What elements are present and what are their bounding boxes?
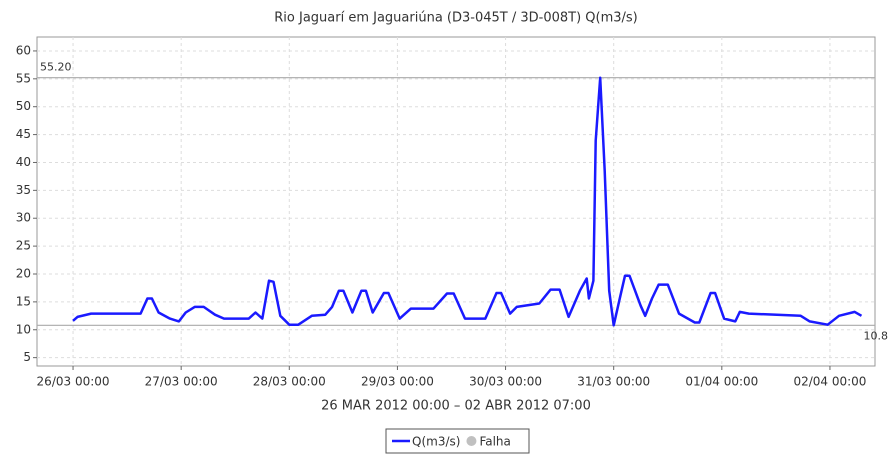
legend-label: Falha bbox=[479, 435, 510, 449]
marker-label: 55.20 bbox=[40, 61, 72, 74]
data-line bbox=[72, 76, 863, 327]
x-tick-label: 29/03 00:00 bbox=[361, 375, 434, 389]
y-tick-label: 15 bbox=[16, 294, 31, 308]
y-tick-label: 35 bbox=[16, 183, 31, 197]
y-tick-label: 55 bbox=[16, 71, 31, 85]
chart-title: Rio Jaguarí em Jaguariúna (D3-045T / 3D-… bbox=[274, 11, 638, 26]
x-tick-label: 26/03 00:00 bbox=[37, 375, 110, 389]
marker-label: 10.8 bbox=[864, 329, 889, 342]
y-tick-label: 10 bbox=[16, 322, 31, 336]
legend: Q(m3/s) Falha bbox=[385, 428, 530, 454]
y-tick-label: 40 bbox=[16, 155, 31, 169]
legend-label: Q(m3/s) bbox=[412, 435, 460, 449]
x-tick-label: 02/04 00:00 bbox=[793, 375, 866, 389]
y-tick-label: 25 bbox=[16, 239, 31, 253]
y-tick-label: 60 bbox=[16, 43, 31, 57]
x-tick-label: 30/03 00:00 bbox=[469, 375, 542, 389]
plot-area bbox=[36, 36, 876, 367]
y-tick-label: 20 bbox=[16, 266, 31, 280]
x-tick-label: 27/03 00:00 bbox=[145, 375, 218, 389]
y-tick-label: 50 bbox=[16, 99, 31, 113]
y-tick-label: 5 bbox=[23, 350, 31, 364]
y-tick-label: 45 bbox=[16, 127, 31, 141]
legend-swatch bbox=[466, 436, 477, 446]
x-axis-label: 26 MAR 2012 00:00 – 02 ABR 2012 07:00 bbox=[321, 399, 591, 414]
x-tick-label: 28/03 00:00 bbox=[253, 375, 326, 389]
x-tick-label: 31/03 00:00 bbox=[577, 375, 650, 389]
y-tick-label: 30 bbox=[16, 211, 31, 225]
x-tick-label: 01/04 00:00 bbox=[685, 375, 758, 389]
